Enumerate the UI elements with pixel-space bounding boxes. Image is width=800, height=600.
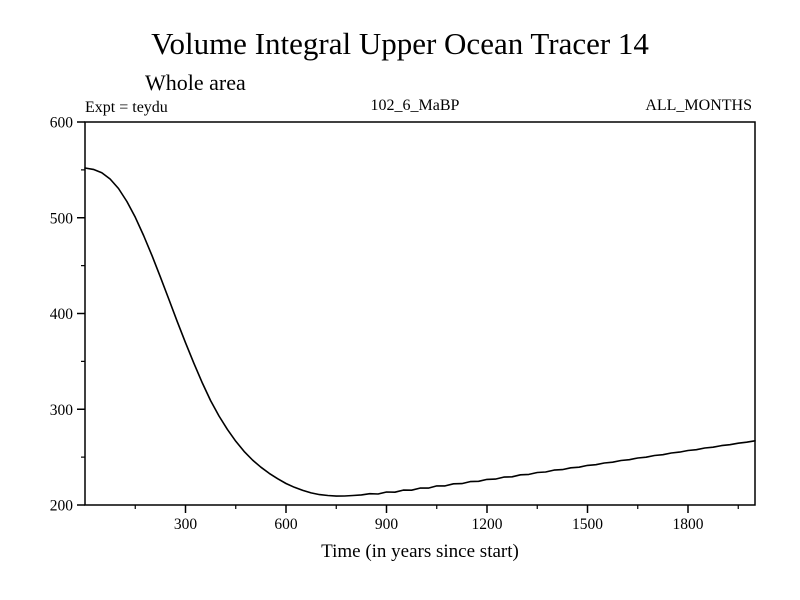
x-axis-title: Time (in years since start) <box>321 541 519 562</box>
y-tick-label: 500 <box>50 210 74 227</box>
series-line <box>84 167 756 497</box>
y-tick-label: 400 <box>50 306 74 323</box>
experiment-label: Expt = teydu <box>85 99 168 116</box>
dataset-label: 102_6_MaBP <box>371 97 460 114</box>
plot-area: 300 600 900 1200 1500 1800 200 300 400 500 600 <box>50 115 756 533</box>
y-tick-label: 300 <box>50 402 74 419</box>
y-tick-label: 200 <box>50 498 74 515</box>
x-tick-label: 1500 <box>572 516 603 533</box>
plot-frame <box>84 121 756 506</box>
x-tick-label: 300 <box>174 516 198 533</box>
x-tick-label: 600 <box>274 516 298 533</box>
y-tick-label: 600 <box>50 115 74 132</box>
x-tick-label: 900 <box>375 516 399 533</box>
chart-title: Volume Integral Upper Ocean Tracer 14 <box>151 26 649 61</box>
x-tick-label: 1200 <box>472 516 503 533</box>
months-label: ALL_MONTHS <box>645 97 752 114</box>
chart-subtitle: Whole area <box>145 70 246 95</box>
x-tick-label: 1800 <box>673 516 704 533</box>
